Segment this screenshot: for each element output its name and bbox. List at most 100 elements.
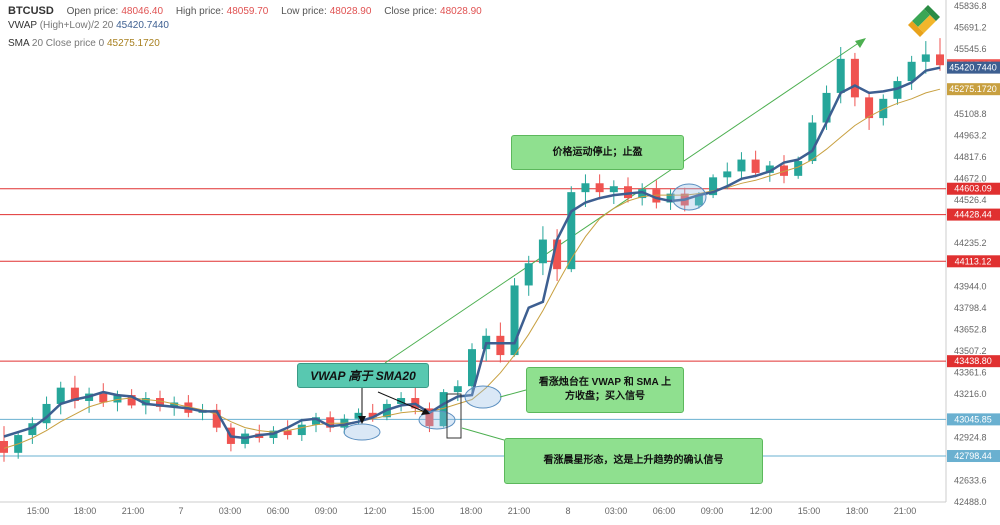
candle-body	[368, 412, 377, 418]
candle-body	[936, 54, 944, 66]
trend-arrow-line	[384, 41, 861, 364]
callout-pointer	[461, 427, 505, 441]
highlight-ellipse	[418, 410, 456, 430]
candle-body	[326, 417, 335, 428]
level-tag	[947, 208, 1000, 221]
callout-pointer	[499, 389, 527, 398]
x-tick-label: 18:00	[74, 506, 97, 516]
candle-body	[709, 177, 718, 196]
highlight-ellipse	[343, 423, 381, 441]
candle-body	[765, 165, 774, 173]
x-tick-label: 09:00	[315, 506, 338, 516]
open-label: Open price:	[66, 6, 119, 17]
ohlc-header: BTCUSD Open price: 48046.40 High price: 48…	[8, 5, 492, 17]
candle-body	[397, 398, 406, 404]
candle-body	[496, 335, 505, 356]
low-value: 48028.90	[329, 6, 372, 17]
y-tick-label: 44817.6	[954, 152, 987, 162]
callout-arrow-head	[358, 416, 366, 424]
candle-body	[141, 398, 150, 406]
candle-body	[609, 186, 618, 193]
x-tick-label: 03:00	[605, 506, 628, 516]
sma-legend-params: 20 Close price 0	[31, 38, 105, 49]
candle-body	[865, 97, 874, 119]
sma-legend-value: 45275.1720	[106, 38, 160, 49]
candle-body	[56, 387, 65, 404]
candle-body	[581, 183, 590, 193]
candle-body	[113, 395, 122, 403]
y-tick-label: 45836.8	[954, 1, 987, 11]
candle-body	[439, 392, 448, 427]
level-tag	[947, 413, 1000, 426]
high-label: High price:	[175, 6, 224, 17]
x-tick-label: 15:00	[27, 506, 50, 516]
y-tick-label: 42924.8	[954, 432, 987, 442]
open-value: 48046.40	[121, 6, 164, 17]
stop-profit-callout: 价格运动停止；止盈	[511, 135, 684, 170]
candle-body	[794, 161, 803, 176]
candle-body	[453, 386, 462, 393]
candle-body	[0, 440, 8, 453]
candle-body	[70, 387, 79, 401]
level-tag-label: 44428.44	[954, 210, 992, 220]
candle-body	[907, 61, 916, 82]
x-tick-label: 21:00	[122, 506, 145, 516]
candle-body	[510, 285, 519, 356]
candle-body	[737, 159, 746, 172]
candle-body	[751, 159, 760, 173]
sma-legend[interactable]: SMA 20 Close price 0 45275.1720	[8, 38, 160, 49]
callout-arrow	[377, 391, 426, 413]
vwap-legend-name: VWAP	[8, 20, 37, 31]
y-tick-label: 43652.8	[954, 324, 987, 334]
x-tick-label: 06:00	[267, 506, 290, 516]
candle-body	[822, 92, 831, 123]
y-tick-label: 45545.6	[954, 44, 987, 54]
candle-body	[354, 412, 363, 419]
close-value: 48028.90	[440, 6, 482, 17]
candle-body	[638, 189, 647, 199]
candle-body	[808, 122, 817, 162]
y-tick-label: 43361.6	[954, 368, 987, 378]
level-tag	[947, 182, 1000, 195]
price-tag	[947, 83, 1000, 96]
y-tick-label: 44526.4	[954, 195, 987, 205]
candle-body	[425, 408, 434, 427]
vwap-legend-value: 45420.7440	[116, 20, 169, 31]
x-tick-label: 15:00	[412, 506, 435, 516]
y-tick-label: 42633.6	[954, 475, 987, 485]
trend-arrow-head	[855, 38, 866, 48]
x-tick-label: 12:00	[750, 506, 773, 516]
vwap-legend[interactable]: VWAP (High+Low)/2 20 45420.7440	[8, 20, 169, 31]
candle-body	[297, 424, 306, 436]
y-tick-label: 43798.4	[954, 303, 987, 313]
price-tag	[947, 61, 1000, 74]
sma-line	[3, 88, 941, 449]
x-tick-label: 18:00	[460, 506, 483, 516]
x-tick-label: 21:00	[508, 506, 531, 516]
y-tick-label: 44672.0	[954, 174, 987, 184]
level-tag	[947, 355, 1000, 368]
brand-logo	[908, 5, 940, 37]
candle-body	[879, 98, 888, 119]
callout-arrow-head	[421, 408, 430, 415]
candle-body	[538, 239, 547, 264]
level-tag-label: 43438.80	[954, 356, 992, 366]
level-tag	[947, 450, 1000, 463]
highlight-ellipse	[464, 385, 502, 409]
y-tick-label: 42488.0	[954, 497, 987, 507]
candle-body	[921, 54, 930, 62]
high-value: 48059.70	[226, 6, 269, 17]
candle-body	[624, 186, 632, 199]
y-tick-label: 44235.2	[954, 238, 987, 248]
candle-body	[553, 239, 562, 270]
candle-body	[850, 58, 859, 98]
highlight-ellipse	[671, 183, 707, 211]
candle-body	[156, 398, 164, 407]
y-tick-label: 43944.0	[954, 281, 987, 291]
bullish-close-callout: 看涨烛台在 VWAP 和 SMA 上方收盘；买入信号	[526, 367, 684, 413]
candle-body	[836, 58, 845, 93]
candle-body	[28, 423, 37, 436]
x-tick-label: 18:00	[846, 506, 869, 516]
candle-body	[567, 192, 576, 270]
